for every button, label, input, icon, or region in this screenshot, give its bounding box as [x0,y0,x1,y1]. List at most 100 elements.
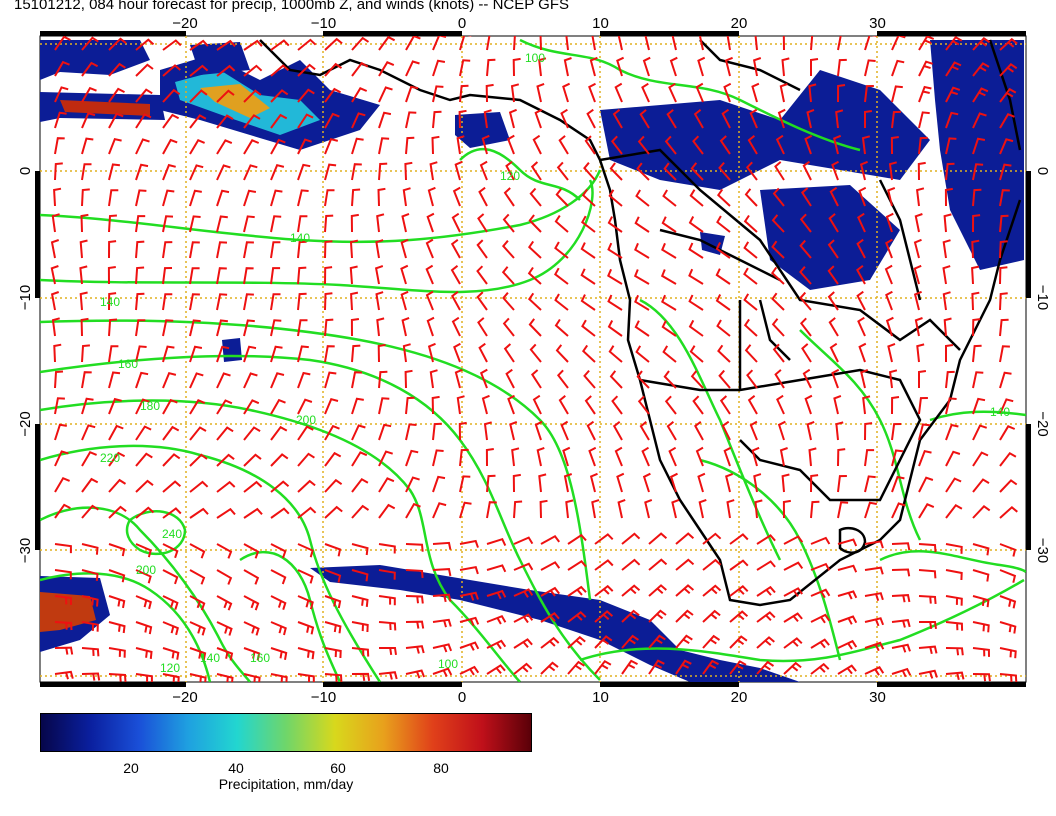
wind-barb [108,87,125,103]
wind-barb [804,134,813,155]
wind-barb [885,238,893,259]
wind-barb [81,163,92,181]
wind-barb [432,618,452,628]
wind-barb [189,647,207,661]
wind-barb [351,61,369,77]
wind-barb [779,83,788,103]
wind-barb [562,446,571,467]
wind-barb [675,634,693,649]
wind-barb [999,595,1017,609]
wind-barb [351,621,369,633]
wind-barb [189,453,208,467]
wind-barb [270,398,286,415]
wind-barb [565,36,569,51]
wind-barb [891,502,906,519]
wind-barb [999,543,1017,557]
wind-barb [918,476,934,493]
wind-barb [918,543,937,553]
wind-barb [270,241,281,259]
wind-barb [108,345,119,363]
axis-tick-label: 0 [1034,167,1051,175]
wind-barb [243,372,258,389]
wind-barb [108,214,117,233]
wind-barb [479,160,488,181]
wind-barb [835,421,844,441]
wind-barb [453,342,461,363]
wind-barb [81,569,99,582]
axis-tick-label: 30 [869,689,886,706]
wind-barb [135,138,150,155]
wind-barb [162,39,182,51]
wind-barb [243,293,254,311]
wind-barb [999,266,1008,285]
wind-barb [729,610,749,623]
wind-barb [999,138,1014,155]
wind-barb [324,163,337,181]
wind-barb [458,109,467,129]
wind-barb [810,613,831,624]
wind-barb [297,398,313,415]
wind-barb [729,559,749,571]
wind-barb [404,161,413,181]
wind-barb [918,60,934,77]
wind-barb [216,89,235,103]
wind-barb [377,187,386,207]
wind-barb [216,399,233,415]
wind-barb [476,265,488,285]
wind-barb [270,215,282,233]
wind-barb [324,214,334,233]
wind-barb [135,163,149,181]
wind-barb [432,110,442,129]
wind-barb [378,477,395,493]
wind-barb [324,505,343,519]
wind-barb [54,86,69,103]
wind-barb [243,453,262,467]
wind-barb [108,451,126,467]
wind-barb [162,425,180,441]
wind-barb [972,188,982,207]
wind-barb [79,265,88,285]
wind-barb [54,646,74,655]
wind-barb [661,242,677,259]
contour-label: 140 [990,405,1010,419]
wind-barb [483,421,492,441]
wind-barb [563,473,573,493]
wind-barb [972,112,987,129]
wind-barb [162,163,176,181]
wind-barb [378,137,390,155]
wind-barb [108,318,118,337]
wind-barb [945,671,965,681]
wind-barb [999,163,1012,181]
wind-barb [108,37,127,51]
wind-barb [642,472,651,493]
wind-barb [216,426,234,441]
wind-barb [584,395,596,415]
wind-barb [724,56,733,77]
wind-barb [636,162,650,181]
wind-barb [162,189,175,207]
wind-barb [889,369,898,389]
wind-barb [715,268,731,285]
wind-barb [427,186,436,207]
wind-barb [527,240,542,259]
wind-barb [914,317,923,337]
wind-barb [621,609,640,623]
wind-barb [692,395,704,415]
wind-barb [135,266,145,285]
wind-barb [540,561,561,571]
contour-label: 160 [118,357,138,371]
wind-barb [243,139,260,155]
wind-barb [972,504,991,519]
wind-barb [918,645,938,655]
wind-barb [80,213,89,233]
wind-barb [884,264,893,285]
wind-barb [999,371,1012,389]
wind-barb [108,647,126,658]
wind-barb [721,108,731,129]
wind-barb [756,534,776,545]
wind-barb [581,344,596,363]
wind-barb [783,612,803,623]
wind-barb [864,422,873,441]
wind-barb [216,139,233,155]
wind-barb [297,506,317,519]
